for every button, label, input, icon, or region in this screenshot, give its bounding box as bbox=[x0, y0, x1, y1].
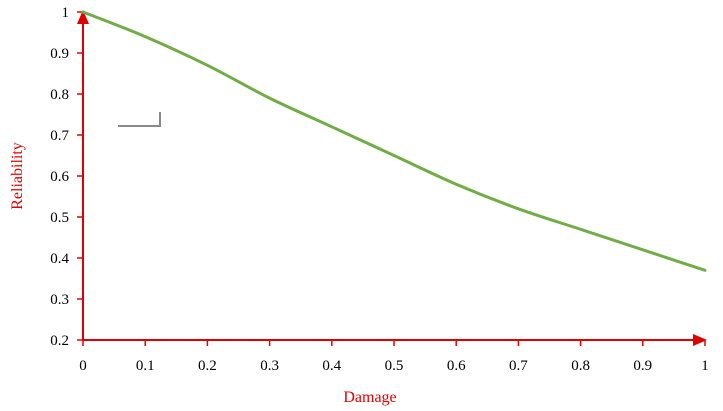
x-tick-label: 0.9 bbox=[633, 358, 652, 374]
x-tick-label: 0.3 bbox=[260, 358, 279, 374]
y-tick-label: 0.7 bbox=[50, 128, 69, 144]
y-axis-arrowhead bbox=[77, 10, 89, 24]
legend-marker-fragment bbox=[118, 112, 161, 127]
y-tick-label: 0.9 bbox=[50, 46, 69, 62]
x-tick-label: 0.7 bbox=[509, 358, 528, 374]
y-tick-label: 0.4 bbox=[50, 251, 69, 267]
y-tick-label: 0.5 bbox=[50, 210, 69, 226]
y-axis-label: Reliability bbox=[9, 142, 26, 210]
x-tick-label: 0.2 bbox=[198, 358, 217, 374]
y-tick-label: 0.6 bbox=[50, 169, 69, 185]
x-axis-label: Damage bbox=[343, 389, 396, 406]
x-axis-arrowhead bbox=[693, 334, 707, 346]
axes bbox=[77, 10, 707, 346]
y-tick-labels: 0.2 0.3 0.4 0.5 0.6 0.7 0.8 0.9 1 bbox=[50, 5, 69, 349]
x-tick-label: 0.5 bbox=[385, 358, 404, 374]
x-tick-labels: 0 0.1 0.2 0.3 0.4 0.5 0.6 0.7 0.8 0.9 1 bbox=[79, 358, 709, 374]
x-tick-label: 0.8 bbox=[571, 358, 590, 374]
y-tick-label: 0.2 bbox=[50, 333, 69, 349]
x-tick-label: 0 bbox=[79, 358, 87, 374]
x-tick-label: 1 bbox=[701, 358, 709, 374]
y-tick-label: 0.3 bbox=[50, 292, 69, 308]
x-tick-label: 0.6 bbox=[447, 358, 466, 374]
x-tick-label: 0.1 bbox=[136, 358, 155, 374]
y-tick-label: 1 bbox=[62, 5, 70, 21]
reliability-series-line bbox=[81, 10, 707, 272]
y-tick-label: 0.8 bbox=[50, 87, 69, 103]
x-tick-label: 0.4 bbox=[322, 358, 341, 374]
